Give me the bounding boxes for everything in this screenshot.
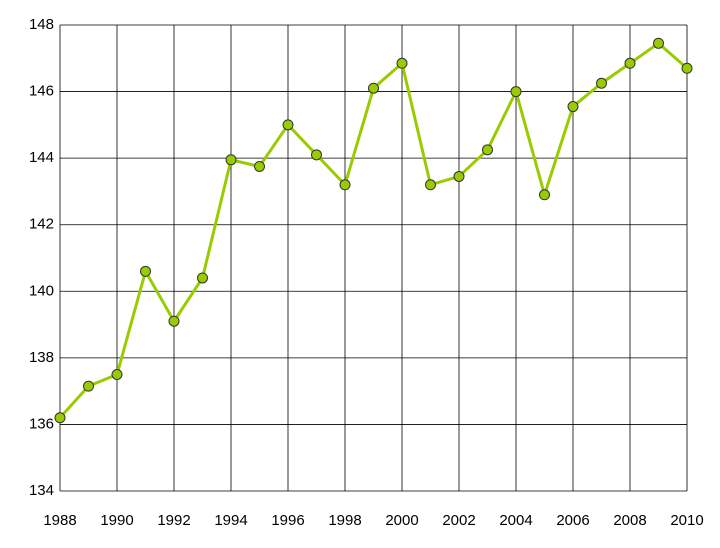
data-point: [482, 144, 493, 156]
x-tick-label: 1998: [328, 512, 361, 529]
data-point: [567, 101, 579, 113]
x-tick-label: 2008: [613, 512, 646, 529]
data-point: [681, 62, 693, 74]
x-tick-label: 1988: [43, 512, 76, 529]
data-point: [624, 57, 636, 69]
data-point: [653, 37, 664, 49]
y-tick-label: 148: [29, 16, 54, 33]
data-point: [453, 170, 465, 182]
data-point: [140, 265, 151, 277]
x-tick-label: 2000: [385, 512, 418, 529]
y-tick-label: 142: [29, 216, 54, 233]
data-line: [58, 41, 688, 419]
x-tick-label: 2002: [442, 512, 475, 529]
y-tick-label: 134: [29, 482, 54, 499]
x-tick-label: 2006: [556, 512, 589, 529]
data-point: [54, 412, 66, 424]
data-point: [254, 160, 265, 172]
x-tick-label: 2004: [499, 512, 532, 529]
x-tick-label: 1990: [100, 512, 133, 529]
data-point: [425, 179, 436, 191]
data-point: [539, 189, 550, 201]
x-tick-label: 1996: [271, 512, 304, 529]
data-point: [111, 369, 123, 380]
data-point: [339, 179, 351, 191]
data-point: [282, 119, 294, 131]
x-tick-label: 1994: [214, 512, 247, 529]
y-tick-label: 144: [29, 149, 54, 166]
y-tick-label: 138: [29, 349, 54, 366]
data-point: [83, 380, 94, 392]
y-tick-label: 136: [29, 415, 54, 432]
y-tick-label: 140: [29, 282, 54, 299]
data-point: [197, 272, 208, 284]
y-tick-label: 146: [29, 83, 54, 100]
data-point: [168, 315, 180, 327]
data-point: [368, 82, 379, 94]
x-tick-label: 2010: [670, 512, 703, 529]
data-point: [225, 154, 237, 166]
data-point: [311, 149, 322, 161]
x-tick-label: 1992: [157, 512, 190, 529]
data-point: [510, 86, 522, 98]
data-point: [396, 57, 408, 69]
data-point: [596, 77, 607, 89]
